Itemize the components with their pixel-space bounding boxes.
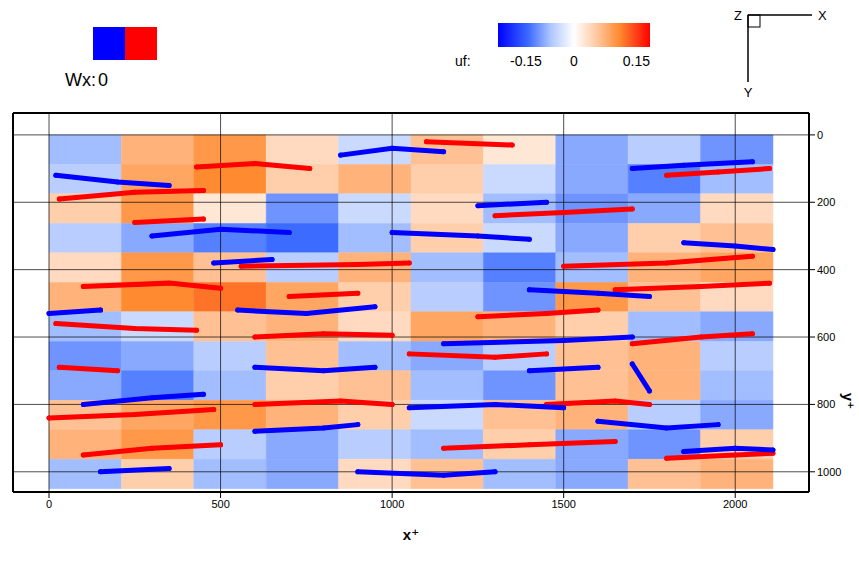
svg-text:0: 0 (570, 53, 578, 69)
svg-text:X: X (818, 8, 827, 23)
svg-text:400: 400 (817, 264, 835, 276)
svg-text:0: 0 (98, 70, 108, 90)
svg-text:0: 0 (817, 129, 823, 141)
svg-text:Wx:: Wx: (65, 70, 96, 90)
svg-text:1000: 1000 (817, 466, 841, 478)
svg-text:x⁺: x⁺ (403, 526, 419, 543)
svg-text:2000: 2000 (723, 498, 747, 510)
svg-text:-0.15: -0.15 (510, 53, 542, 69)
svg-text:0: 0 (46, 498, 52, 510)
svg-text:Y: Y (744, 85, 753, 100)
html-text:y⁺: y⁺ (840, 392, 857, 410)
svg-text:1500: 1500 (551, 498, 575, 510)
svg-text:500: 500 (211, 498, 229, 510)
svg-text:1000: 1000 (380, 498, 404, 510)
svg-text:Z: Z (734, 8, 742, 23)
svg-text:800: 800 (817, 398, 835, 410)
svg-text:uf:: uf: (455, 53, 471, 69)
svg-text:600: 600 (817, 331, 835, 343)
svg-text:200: 200 (817, 196, 835, 208)
svg-text:0.15: 0.15 (623, 53, 650, 69)
